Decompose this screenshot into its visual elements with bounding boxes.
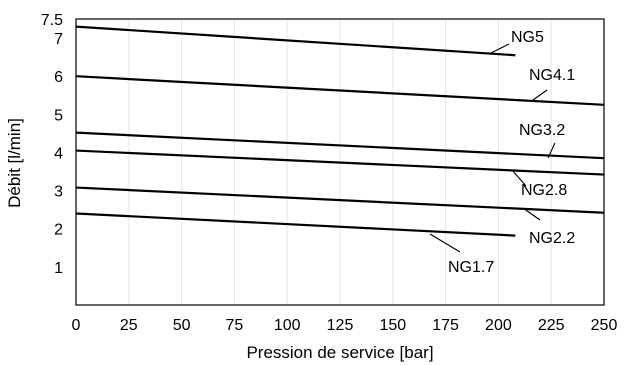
series-line-ng3-2 [75, 131, 605, 160]
x-axis-label: Pression de service [bar] [246, 343, 433, 362]
y-tick-label: 5 [54, 107, 63, 124]
label-leaders [429, 43, 556, 253]
x-tick-label: 250 [591, 317, 618, 334]
series-label-ng1-7: NG1.7 [448, 259, 494, 276]
y-tick-label: 6 [54, 69, 63, 86]
series-label-ng2-2: NG2.2 [529, 230, 575, 247]
series-line-ng1-7 [75, 212, 516, 237]
x-tick-label: 25 [120, 317, 138, 334]
series-label-ng4-1: NG4.1 [529, 67, 575, 84]
series-line-ng2-8 [75, 149, 605, 176]
x-tick-label: 100 [274, 317, 301, 334]
y-tick-label: 4 [54, 145, 63, 162]
x-tick-label: 175 [432, 317, 459, 334]
y-axis-label: Débit [l/min] [5, 118, 24, 208]
x-tick-label: 75 [226, 317, 244, 334]
y-tick-label: 3 [54, 184, 63, 201]
y-tick-label: 2 [54, 222, 63, 239]
y-tick-label: 1 [54, 260, 63, 277]
x-tick-labels: 0 25 50 75 100 125 150 175 200 225 250 [72, 317, 618, 334]
x-tick-label: 150 [379, 317, 406, 334]
y-tick-labels: 1 2 3 4 5 6 7 7.5 [41, 12, 63, 277]
x-tick-label: 0 [72, 317, 81, 334]
series-label-ng2-8: NG2.8 [521, 182, 567, 199]
x-tick-label: 125 [327, 317, 354, 334]
series-line-ng4-1 [75, 75, 605, 106]
plot-frame [75, 18, 605, 306]
series-lines [75, 25, 605, 237]
leader-ng3-2 [547, 142, 556, 159]
x-tick-label: 225 [538, 317, 565, 334]
leader-ng1-7 [429, 233, 461, 253]
x-tick-label: 200 [485, 317, 512, 334]
leader-ng2-8 [511, 169, 527, 187]
y-tick-label: 7.5 [41, 12, 63, 29]
series-label-ng5: NG5 [511, 29, 544, 46]
y-tick-label: 7 [54, 31, 63, 48]
leader-ng4-1 [532, 89, 548, 101]
series-line-ng2-2 [75, 186, 605, 214]
series-label-ng3-2: NG3.2 [519, 122, 565, 139]
leader-ng2-2 [522, 207, 541, 221]
x-tick-label: 50 [173, 317, 191, 334]
series-labels: NG5 NG4.1 NG3.2 NG2.8 NG2.2 NG1.7 [448, 29, 575, 276]
series-line-ng5 [75, 25, 516, 57]
leader-ng5 [488, 43, 510, 55]
